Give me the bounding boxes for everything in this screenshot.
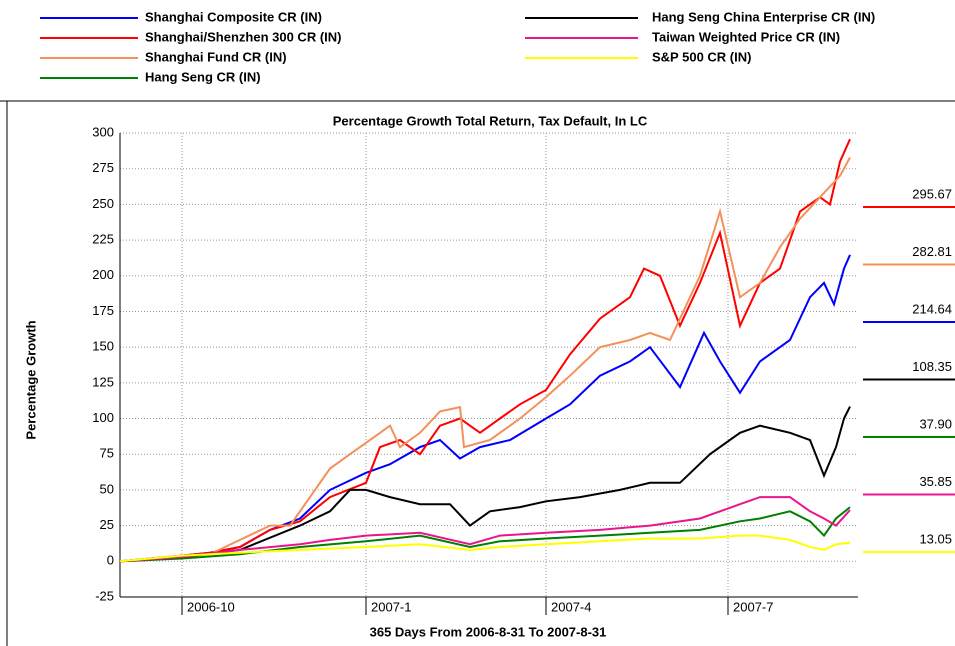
y-tick-label: 100	[92, 410, 114, 425]
y-tick-label: 200	[92, 267, 114, 282]
end-value-label: 295.67	[912, 186, 952, 201]
chart-title: Percentage Growth Total Return, Tax Defa…	[333, 113, 648, 128]
end-value-label: 108.35	[912, 359, 952, 374]
series-line	[119, 506, 851, 563]
x-axis-label: 365 Days From 2006-8-31 To 2007-8-31	[370, 624, 607, 639]
series-line	[119, 406, 851, 563]
series-line	[119, 157, 851, 563]
y-tick-label: -25	[95, 588, 114, 603]
x-tick-label: 2007-4	[551, 599, 591, 614]
legend-label: Shanghai Fund CR (IN)	[145, 49, 287, 64]
y-tick-label: 250	[92, 196, 114, 211]
y-tick-label: 300	[92, 124, 114, 139]
y-axis-label: Percentage Growth	[23, 320, 38, 439]
end-value-label: 13.05	[919, 531, 952, 546]
legend-label: Shanghai/Shenzhen 300 CR (IN)	[145, 29, 341, 44]
y-tick-label: 225	[92, 232, 114, 247]
y-tick-label: 0	[107, 553, 114, 568]
series-line	[119, 138, 851, 563]
x-tick-label: 2007-7	[733, 599, 773, 614]
x-tick-label: 2007-1	[371, 599, 411, 614]
legend-label: Taiwan Weighted Price CR (IN)	[652, 29, 840, 44]
series-line	[119, 496, 851, 563]
end-value-label: 282.81	[912, 244, 952, 259]
y-tick-label: 50	[100, 481, 114, 496]
end-value-label: 35.85	[919, 474, 952, 489]
y-tick-label: 175	[92, 303, 114, 318]
legend-label: S&P 500 CR (IN)	[652, 49, 751, 64]
legend-label: Shanghai Composite CR (IN)	[145, 9, 322, 24]
y-tick-label: 275	[92, 160, 114, 175]
legend-label: Hang Seng CR (IN)	[145, 69, 261, 84]
x-tick-label: 2006-10	[187, 599, 235, 614]
end-value-label: 214.64	[912, 301, 952, 316]
y-tick-label: 125	[92, 374, 114, 389]
legend-label: Hang Seng China Enterprise CR (IN)	[652, 9, 875, 24]
series-line	[119, 534, 851, 563]
y-tick-label: 25	[100, 517, 114, 532]
y-tick-label: 75	[100, 446, 114, 461]
end-value-label: 37.90	[919, 416, 952, 431]
y-tick-label: 150	[92, 339, 114, 354]
